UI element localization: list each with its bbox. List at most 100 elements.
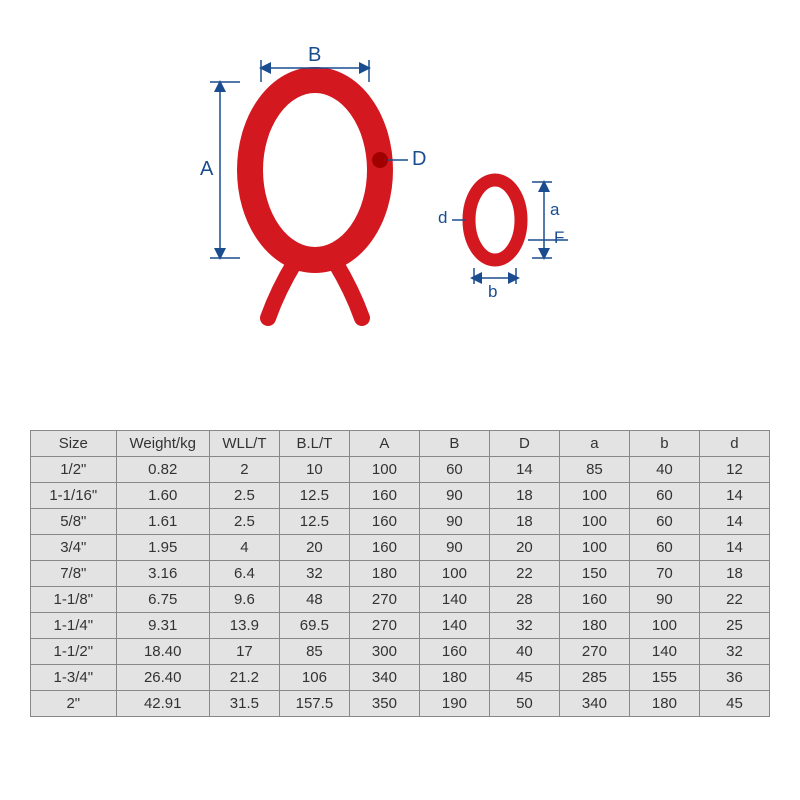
table-cell: 60 [629, 535, 699, 561]
table-cell: 21.2 [209, 665, 279, 691]
label-F: F [554, 228, 564, 248]
label-d: d [438, 208, 447, 228]
table-cell: 106 [279, 665, 349, 691]
table-cell: 180 [559, 613, 629, 639]
table-cell: 60 [629, 509, 699, 535]
table-cell: 340 [559, 691, 629, 717]
label-D: D [412, 148, 426, 171]
table-cell: 2.5 [209, 509, 279, 535]
table-cell: 42.91 [116, 691, 209, 717]
table-row: 3/4"1.9542016090201006014 [31, 535, 770, 561]
table-cell: 1.95 [116, 535, 209, 561]
table-cell: 1-3/4" [31, 665, 117, 691]
table-cell: 28 [489, 587, 559, 613]
label-A: A [200, 158, 213, 181]
d-marker [372, 152, 388, 168]
table-row: 2"42.9131.5157.53501905034018045 [31, 691, 770, 717]
table-cell: 10 [279, 457, 349, 483]
table-cell: 36 [699, 665, 769, 691]
table-cell: 160 [349, 483, 419, 509]
table-cell: 9.31 [116, 613, 209, 639]
table-cell: 12.5 [279, 483, 349, 509]
table-cell: 90 [629, 587, 699, 613]
table-cell: 4 [209, 535, 279, 561]
table-cell: 1.60 [116, 483, 209, 509]
table-row: 1/2"0.822101006014854012 [31, 457, 770, 483]
table-cell: 9.6 [209, 587, 279, 613]
table-cell: 18 [489, 483, 559, 509]
table-cell: 20 [279, 535, 349, 561]
table-cell: 7/8" [31, 561, 117, 587]
table-header-cell: a [559, 431, 629, 457]
table-cell: 48 [279, 587, 349, 613]
table-cell: 350 [349, 691, 419, 717]
table-cell: 300 [349, 639, 419, 665]
table-header-cell: A [349, 431, 419, 457]
table-cell: 1.61 [116, 509, 209, 535]
table-cell: 50 [489, 691, 559, 717]
rigging-diagram [160, 40, 640, 340]
table-cell: 100 [559, 509, 629, 535]
diagram-area: A B D d a F b [160, 40, 640, 340]
table-row: 1-1/16"1.602.512.516090181006014 [31, 483, 770, 509]
table-cell: 150 [559, 561, 629, 587]
table-cell: 1-1/8" [31, 587, 117, 613]
table-body: 1/2"0.8221010060148540121-1/16"1.602.512… [31, 457, 770, 717]
table-row: 1-1/4"9.3113.969.52701403218010025 [31, 613, 770, 639]
main-ring [250, 80, 380, 260]
spec-table-area: SizeWeight/kgWLL/TB.L/TABDabd 1/2"0.8221… [30, 430, 770, 717]
table-cell: 32 [699, 639, 769, 665]
small-ring [469, 180, 521, 260]
table-header-cell: b [629, 431, 699, 457]
table-cell: 2 [209, 457, 279, 483]
table-header-cell: B [419, 431, 489, 457]
table-header-cell: Weight/kg [116, 431, 209, 457]
spec-table: SizeWeight/kgWLL/TB.L/TABDabd 1/2"0.8221… [30, 430, 770, 717]
table-cell: 70 [629, 561, 699, 587]
label-a: a [550, 200, 559, 220]
table-header-cell: B.L/T [279, 431, 349, 457]
table-cell: 40 [629, 457, 699, 483]
table-cell: 100 [559, 535, 629, 561]
table-cell: 160 [419, 639, 489, 665]
table-cell: 12 [699, 457, 769, 483]
table-cell: 17 [209, 639, 279, 665]
table-cell: 180 [419, 665, 489, 691]
table-cell: 0.82 [116, 457, 209, 483]
table-cell: 100 [349, 457, 419, 483]
table-cell: 22 [489, 561, 559, 587]
table-cell: 90 [419, 483, 489, 509]
table-cell: 270 [349, 613, 419, 639]
table-cell: 32 [489, 613, 559, 639]
table-cell: 160 [349, 509, 419, 535]
table-header-cell: Size [31, 431, 117, 457]
table-cell: 90 [419, 509, 489, 535]
table-cell: 32 [279, 561, 349, 587]
table-cell: 14 [489, 457, 559, 483]
table-cell: 155 [629, 665, 699, 691]
table-cell: 60 [629, 483, 699, 509]
table-cell: 18.40 [116, 639, 209, 665]
table-cell: 18 [489, 509, 559, 535]
table-row: 1-1/2"18.4017853001604027014032 [31, 639, 770, 665]
table-header-cell: D [489, 431, 559, 457]
table-header-row: SizeWeight/kgWLL/TB.L/TABDabd [31, 431, 770, 457]
table-header-cell: d [699, 431, 769, 457]
table-row: 7/8"3.166.432180100221507018 [31, 561, 770, 587]
table-cell: 157.5 [279, 691, 349, 717]
label-B: B [308, 44, 321, 67]
table-cell: 45 [489, 665, 559, 691]
table-cell: 270 [349, 587, 419, 613]
table-cell: 180 [629, 691, 699, 717]
sub-link-right [335, 262, 362, 318]
table-cell: 40 [489, 639, 559, 665]
table-cell: 18 [699, 561, 769, 587]
table-header-cell: WLL/T [209, 431, 279, 457]
table-cell: 3.16 [116, 561, 209, 587]
table-cell: 2" [31, 691, 117, 717]
table-row: 1-3/4"26.4021.21063401804528515536 [31, 665, 770, 691]
table-cell: 1-1/16" [31, 483, 117, 509]
table-cell: 60 [419, 457, 489, 483]
table-cell: 340 [349, 665, 419, 691]
table-cell: 190 [419, 691, 489, 717]
